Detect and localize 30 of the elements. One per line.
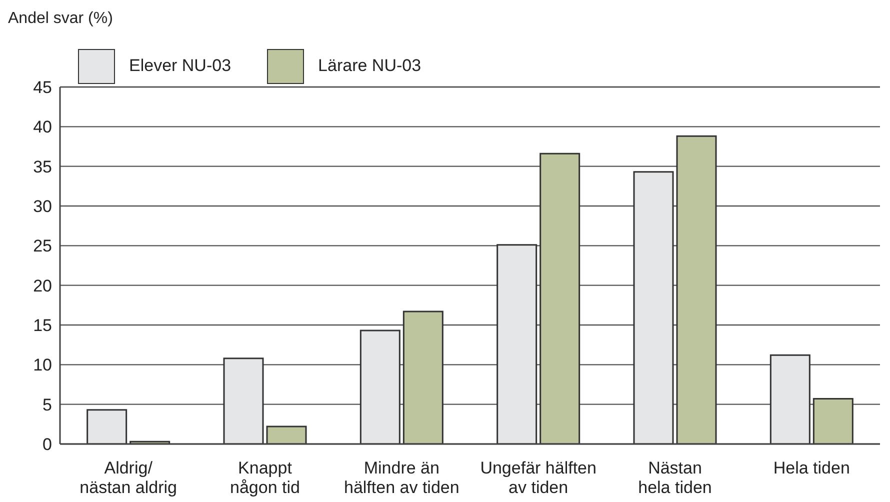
bar: [633, 171, 674, 444]
x-tick-label: Hela tiden: [773, 458, 850, 478]
bar: [402, 310, 444, 444]
bar: [676, 135, 717, 444]
x-tick-label: Knappt någon tid: [230, 458, 300, 497]
y-tick-label: 45: [33, 78, 52, 98]
x-tick-label: Nästan hela tiden: [638, 458, 712, 497]
bar: [266, 426, 307, 444]
legend-label: Elever NU-03: [129, 56, 232, 76]
y-tick-label: 5: [42, 395, 52, 414]
bar: [223, 358, 264, 444]
y-axis-title: Andel svar (%): [8, 10, 113, 28]
bar: [770, 354, 810, 444]
bar: [496, 244, 538, 444]
x-tick-label: Aldrig/ nästan aldrig: [80, 458, 178, 497]
y-tick-label: 40: [33, 118, 52, 137]
y-tick-label: 20: [33, 276, 52, 296]
y-tick-label: 25: [33, 236, 52, 256]
bar: [812, 398, 854, 444]
y-tick-label: 35: [33, 157, 52, 176]
bar: [86, 409, 128, 444]
bar: [360, 330, 400, 444]
y-tick-label: 30: [33, 197, 52, 216]
bar: [540, 152, 580, 444]
y-tick-label: 10: [33, 356, 52, 375]
y-tick-label: 0: [42, 435, 52, 454]
y-tick-label: 15: [33, 316, 52, 336]
x-tick-label: Ungefär hälften av tiden: [480, 458, 596, 497]
x-tick-label: Mindre än hälften av tiden: [344, 458, 460, 497]
legend-label: Lärare NU-03: [318, 56, 422, 76]
